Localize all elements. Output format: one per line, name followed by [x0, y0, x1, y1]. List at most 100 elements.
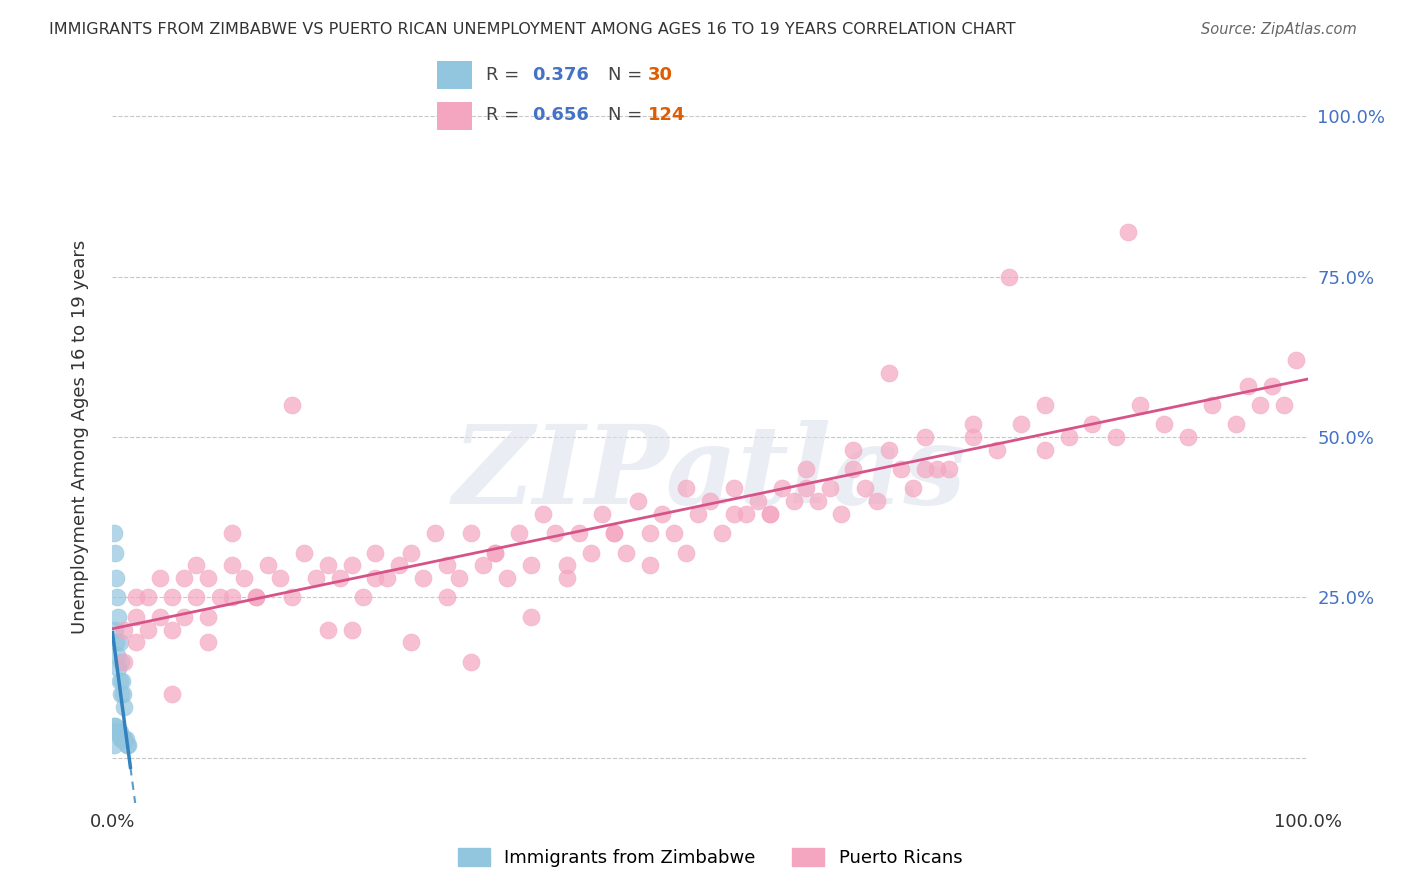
Text: 0.376: 0.376 — [533, 66, 589, 84]
Point — [110, 655, 132, 669]
Point — [245, 591, 267, 605]
Point — [664, 526, 686, 541]
Point — [460, 526, 482, 541]
Point — [794, 462, 817, 476]
Point — [508, 526, 530, 541]
Point — [197, 635, 219, 649]
Text: 30: 30 — [648, 66, 673, 84]
Point — [114, 731, 135, 746]
Point — [111, 673, 134, 688]
Point — [723, 507, 745, 521]
Text: R =: R = — [486, 66, 520, 84]
Point — [555, 558, 578, 573]
Point — [340, 558, 363, 573]
Point — [688, 507, 710, 521]
Point — [209, 591, 232, 605]
Point — [1249, 398, 1271, 412]
Point — [117, 738, 139, 752]
Point — [107, 725, 129, 739]
Point — [125, 609, 148, 624]
Text: N =: N = — [607, 105, 641, 123]
Point — [125, 591, 148, 605]
Point — [603, 526, 626, 541]
Point — [221, 558, 243, 573]
FancyBboxPatch shape — [437, 62, 472, 89]
Point — [112, 687, 135, 701]
Point — [1057, 430, 1080, 444]
Point — [352, 591, 374, 605]
Point — [747, 494, 769, 508]
Y-axis label: Unemployment Among Ages 16 to 19 years: Unemployment Among Ages 16 to 19 years — [70, 240, 89, 634]
Point — [1081, 417, 1104, 432]
Legend: Immigrants from Zimbabwe, Puerto Ricans: Immigrants from Zimbabwe, Puerto Ricans — [457, 847, 963, 867]
Point — [316, 558, 339, 573]
Point — [1237, 378, 1260, 392]
Point — [962, 417, 984, 432]
Point — [401, 545, 423, 559]
Point — [103, 738, 125, 752]
Point — [520, 609, 543, 624]
Text: IMMIGRANTS FROM ZIMBABWE VS PUERTO RICAN UNEMPLOYMENT AMONG AGES 16 TO 19 YEARS : IMMIGRANTS FROM ZIMBABWE VS PUERTO RICAN… — [49, 22, 1015, 37]
Point — [627, 494, 650, 508]
Point — [104, 545, 127, 559]
Point — [447, 571, 470, 585]
Point — [520, 558, 543, 573]
Point — [186, 558, 208, 573]
Point — [1272, 398, 1295, 412]
Point — [1010, 417, 1032, 432]
Text: R =: R = — [486, 105, 520, 123]
Point — [699, 494, 721, 508]
Point — [1153, 417, 1175, 432]
Point — [879, 366, 901, 380]
Point — [1261, 378, 1284, 392]
Text: N =: N = — [607, 66, 641, 84]
Point — [114, 731, 136, 746]
Point — [108, 725, 131, 739]
Point — [759, 507, 782, 521]
Point — [110, 687, 132, 701]
Point — [316, 623, 339, 637]
Point — [281, 398, 304, 412]
Point — [807, 494, 830, 508]
Point — [914, 462, 936, 476]
Point — [616, 545, 638, 559]
Point — [794, 482, 817, 496]
Point — [364, 545, 387, 559]
Point — [115, 738, 138, 752]
Point — [986, 442, 1008, 457]
Point — [496, 571, 519, 585]
Point — [818, 482, 841, 496]
Point — [221, 526, 243, 541]
Point — [1033, 442, 1056, 457]
Point — [927, 462, 949, 476]
Point — [651, 507, 673, 521]
Point — [377, 571, 399, 585]
Point — [114, 699, 135, 714]
Point — [292, 545, 315, 559]
Point — [735, 507, 758, 521]
Point — [125, 635, 148, 649]
Point — [723, 482, 745, 496]
Point — [104, 623, 127, 637]
Text: Source: ZipAtlas.com: Source: ZipAtlas.com — [1201, 22, 1357, 37]
Point — [103, 719, 125, 733]
Point — [221, 591, 243, 605]
Point — [879, 442, 901, 457]
Point — [866, 494, 889, 508]
Point — [579, 545, 602, 559]
Point — [340, 623, 363, 637]
Point — [460, 655, 482, 669]
Point — [138, 623, 160, 637]
Point — [1105, 430, 1128, 444]
Point — [436, 591, 458, 605]
Point — [472, 558, 495, 573]
Point — [149, 609, 172, 624]
Point — [105, 591, 128, 605]
Point — [1129, 398, 1152, 412]
Point — [640, 558, 662, 573]
Point — [425, 526, 447, 541]
Point — [1285, 353, 1308, 368]
Point — [329, 571, 352, 585]
Point — [108, 673, 131, 688]
Point — [162, 623, 183, 637]
